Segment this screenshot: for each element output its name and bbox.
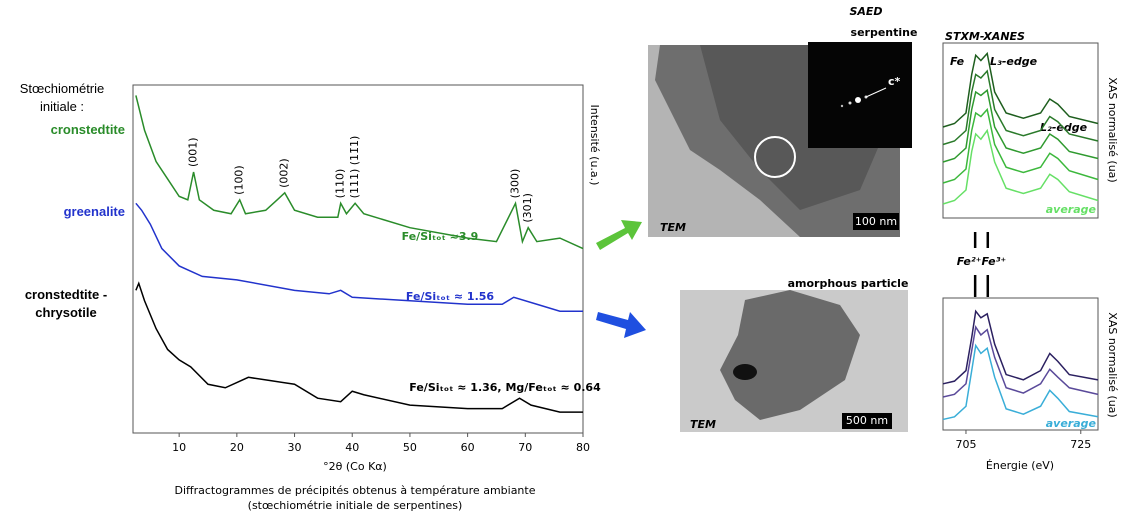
peak-label: (301) <box>521 193 534 223</box>
series-line <box>135 202 583 312</box>
x-tick-label: 40 <box>345 441 359 454</box>
series-line <box>942 309 1099 385</box>
particle <box>720 290 860 420</box>
scale-bar <box>842 413 892 429</box>
caption: (stœchiométrie initiale de serpentines) <box>248 499 463 512</box>
saed-spot <box>840 104 844 108</box>
x-tick-label: 20 <box>230 441 244 454</box>
ratio-label: Fe/Siₜₒₜ ≈ 1.36, Mg/Feₜₒₜ ≈ 0.64 <box>409 381 601 394</box>
x-tick-label: 60 <box>461 441 475 454</box>
series-name: average <box>1046 203 1097 216</box>
series-line <box>942 107 1099 184</box>
particle-title: amorphous particle <box>788 277 909 290</box>
marker-label: Fe²⁺ <box>957 255 982 268</box>
series-name: average <box>1046 417 1097 430</box>
scale-label: 100 nm <box>855 215 897 228</box>
series-line <box>942 88 1099 163</box>
series-name: cronstedtite <box>50 122 125 137</box>
peak-label: (100) <box>233 165 246 195</box>
x-tick-label: 725 <box>1070 438 1091 451</box>
annotation: L₃-edge <box>990 55 1038 68</box>
tem-label: TEM <box>660 221 686 234</box>
saed-spot <box>855 97 861 103</box>
blue-arrow <box>596 312 646 338</box>
saed-pattern <box>808 42 912 148</box>
x-axis-label: °2θ (Co Kα) <box>323 460 387 473</box>
x-tick-label: 30 <box>288 441 302 454</box>
plot-frame <box>942 42 1099 219</box>
series-line <box>942 69 1099 146</box>
particle-core <box>733 364 757 380</box>
series-line <box>135 281 583 413</box>
peak-label: (001) <box>187 137 200 167</box>
saed-title: SAED <box>849 5 882 18</box>
series-line <box>942 325 1099 398</box>
series-line <box>942 51 1099 128</box>
x-tick-label: 50 <box>403 441 417 454</box>
peak-label: (002) <box>278 158 291 188</box>
marker-label: Fe³⁺ <box>981 255 1006 268</box>
saed-axis <box>865 87 887 98</box>
x-tick-label: 70 <box>518 441 532 454</box>
x-tick-label: 705 <box>955 438 976 451</box>
series-line <box>942 128 1099 205</box>
green-arrow <box>596 220 642 250</box>
annotation: Fe <box>950 55 965 68</box>
peak-label: (300) <box>509 169 522 199</box>
scale-bar <box>853 213 899 230</box>
scale-label: 500 nm <box>846 414 888 427</box>
ratio-label: Fe/Siₜₒₜ ≈3.9 <box>402 230 479 243</box>
peak-label: (110) <box>334 169 347 199</box>
peak-label: (111) (11̄1) <box>348 136 361 199</box>
plot-frame <box>132 84 584 434</box>
y-axis-label: Intensité (u.a.) <box>588 105 601 186</box>
caption: Diffractogrammes de précipités obtenus à… <box>175 484 536 497</box>
x-axis-label: Énergie (eV) <box>986 459 1054 472</box>
series-line <box>942 343 1099 421</box>
plot-frame <box>942 297 1099 431</box>
saed-area <box>754 136 796 178</box>
ratio-label: Fe/Siₜₒₜ ≈ 1.56 <box>406 290 494 303</box>
saed-spot <box>848 101 852 105</box>
x-tick-label: 80 <box>576 441 590 454</box>
chart-title: STXM-XANES <box>945 30 1025 43</box>
series-line <box>135 95 584 250</box>
tem-label: TEM <box>690 418 716 431</box>
y-axis-label: XAS normalisé (ua) <box>1106 77 1119 182</box>
x-tick-label: 10 <box>172 441 186 454</box>
saed-axis-label: c* <box>888 75 901 88</box>
series-name: greenalite <box>63 204 125 219</box>
series-name: cronstedtite - chrysotile <box>24 287 108 320</box>
left-heading: Stœchiométrie initiale : <box>19 81 105 114</box>
y-axis-label: XAS normalisé (ua) <box>1106 312 1119 417</box>
saed-subtitle: serpentine <box>851 26 918 39</box>
